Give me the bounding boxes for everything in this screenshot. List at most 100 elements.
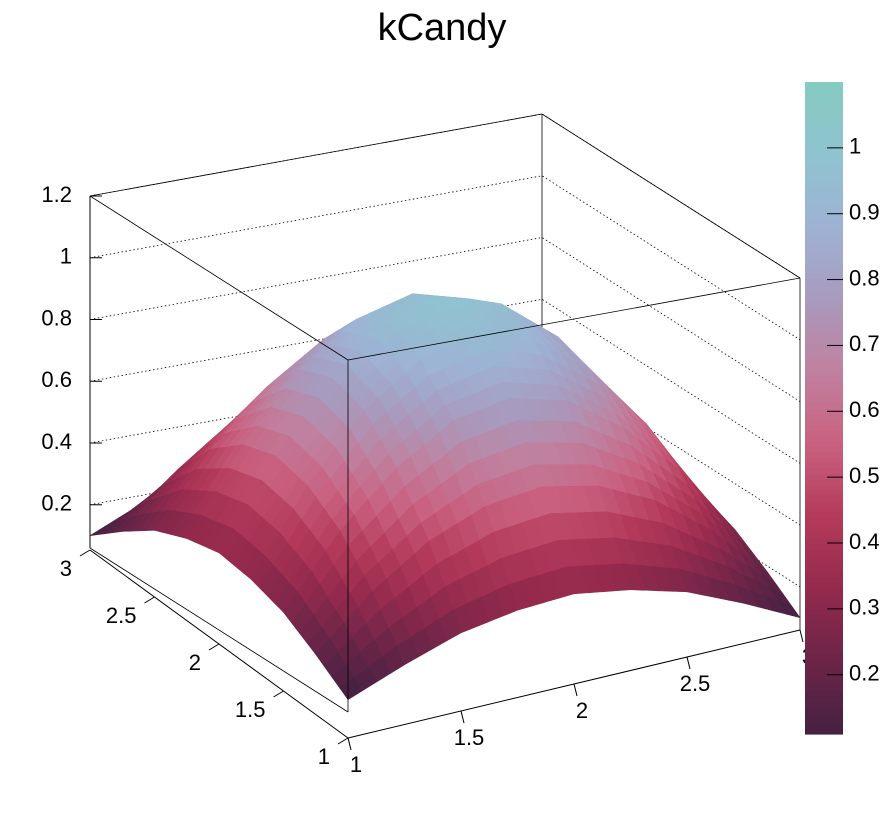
color-bar-step (805, 158, 843, 165)
color-bar-step (805, 484, 843, 491)
color-bar-step (805, 250, 843, 257)
box-edge (347, 277, 801, 361)
color-bar-step (805, 663, 843, 670)
color-bar-step (805, 228, 843, 235)
color-bar-step (805, 728, 843, 735)
color-bar-step (805, 609, 843, 616)
color-bar-step (805, 326, 843, 333)
color-bar-step (805, 424, 843, 431)
color-bar-step (805, 87, 843, 94)
y-tick (337, 737, 349, 745)
x-tick-label: 2 (576, 698, 588, 723)
color-bar-step (805, 418, 843, 425)
z-tick-label: 0.8 (41, 305, 72, 330)
color-bar-step (805, 190, 843, 197)
color-bar-step (805, 576, 843, 583)
color-bar-step (805, 277, 843, 284)
color-bar-step (805, 337, 843, 344)
color-bar-step (805, 283, 843, 290)
color-bar-step (805, 168, 843, 175)
x-tick (347, 737, 352, 751)
color-bar-step (805, 402, 843, 409)
axes: 11.522.5311.522.530.20.40.60.811.2 (41, 182, 814, 777)
color-bar-step (805, 82, 843, 89)
color-bar-step (805, 630, 843, 637)
color-tick-label: 0.8 (849, 265, 880, 290)
color-bar-step (805, 103, 843, 110)
color-bar-step (805, 695, 843, 702)
color-bar-step (805, 527, 843, 534)
color-bar-step (805, 473, 843, 480)
color-bar-step (805, 456, 843, 463)
color-bar-step (805, 516, 843, 523)
box-edge (89, 547, 349, 713)
color-bar-step (805, 668, 843, 675)
color-bar-step (805, 435, 843, 442)
box-edge (89, 113, 543, 197)
color-bar-step (805, 212, 843, 219)
color-tick-label: 0.5 (849, 463, 880, 488)
z-tick-label: 1 (60, 244, 72, 269)
color-tick-label: 0.3 (849, 595, 880, 620)
color-bar-step (805, 489, 843, 496)
color-bar-step (805, 500, 843, 507)
color-bar-step (805, 315, 843, 322)
y-tick-label: 1 (318, 744, 330, 769)
grid-line (89, 113, 801, 279)
color-bar-step (805, 565, 843, 572)
color-tick-label: 0.4 (849, 529, 880, 554)
color-bar-step (805, 679, 843, 686)
color-bar-step (805, 603, 843, 610)
color-bar-step (805, 467, 843, 474)
color-bar-step (805, 288, 843, 295)
color-bar-step (805, 701, 843, 708)
color-bar-step (805, 723, 843, 730)
color-bar-step (805, 462, 843, 469)
y-tick-label: 3 (60, 556, 72, 581)
color-bar-step (805, 130, 843, 137)
color-bar-step (805, 549, 843, 556)
color-bar-step (805, 196, 843, 203)
x-tick-label: 1 (350, 752, 362, 777)
color-bar-step (805, 120, 843, 127)
box-edge (541, 113, 801, 279)
grid-line (89, 298, 801, 464)
y-tick-label: 1.5 (235, 697, 266, 722)
color-bar-step (805, 201, 843, 208)
color-bar-step (805, 141, 843, 148)
color-bar-step (805, 587, 843, 594)
color-bar-step (805, 647, 843, 654)
y-tick (208, 643, 220, 651)
y-tick (273, 690, 284, 698)
color-bar-step (805, 511, 843, 518)
color-bar-step (805, 636, 843, 643)
x-tick (573, 683, 578, 697)
color-bar-step (805, 136, 843, 143)
color-bar-step (805, 185, 843, 192)
color-bar-step (805, 592, 843, 599)
grid-line (89, 175, 801, 341)
color-bar-step (805, 685, 843, 692)
color-bar-step (805, 690, 843, 697)
color-bar-step (805, 98, 843, 105)
x-tick (460, 710, 465, 724)
color-bar-step (805, 478, 843, 485)
color-bar-step (805, 446, 843, 453)
color-bar-step (805, 571, 843, 578)
color-bar-step (805, 440, 843, 447)
color-bar-step (805, 152, 843, 159)
color-bar-step (805, 505, 843, 512)
color-bar-step (805, 163, 843, 170)
color-bar-step (805, 147, 843, 154)
color-bar-step (805, 560, 843, 567)
color-bar-step (805, 304, 843, 311)
color-bar-step (805, 712, 843, 719)
color-bar-step (805, 554, 843, 561)
color-bar-step (805, 380, 843, 387)
color-bar-step (805, 109, 843, 116)
color-bar-step (805, 391, 843, 398)
color-bar-step (805, 614, 843, 621)
color-bar-step (805, 641, 843, 648)
frame-box (89, 195, 801, 713)
